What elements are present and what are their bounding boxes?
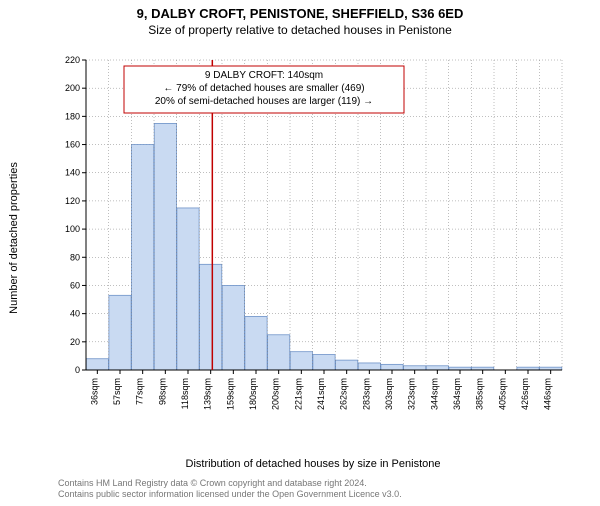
svg-text:385sqm: 385sqm — [475, 378, 485, 410]
svg-text:262sqm: 262sqm — [339, 378, 349, 410]
svg-text:0: 0 — [75, 365, 80, 375]
svg-text:20: 20 — [70, 337, 80, 347]
svg-text:118sqm: 118sqm — [180, 378, 190, 409]
svg-text:221sqm: 221sqm — [293, 378, 303, 410]
svg-text:60: 60 — [70, 280, 80, 290]
svg-text:139sqm: 139sqm — [203, 378, 213, 410]
svg-text:180sqm: 180sqm — [248, 378, 258, 410]
svg-text:344sqm: 344sqm — [429, 378, 439, 410]
svg-text:323sqm: 323sqm — [407, 378, 417, 410]
chart-svg: 0 20 40 60 80 100 120 140 160 180 200 220 36sqm 57sqm… — [58, 54, 568, 424]
svg-text:160: 160 — [65, 140, 80, 150]
svg-text:446sqm: 446sqm — [543, 378, 553, 410]
svg-text:200sqm: 200sqm — [271, 378, 281, 410]
svg-text:9 DALBY CROFT: 140sqm: 9 DALBY CROFT: 140sqm — [205, 70, 323, 81]
svg-text:← 79% of detached houses are s: ← 79% of detached houses are smaller (46… — [163, 83, 364, 94]
chart-footer: Contains HM Land Registry data © Crown c… — [58, 478, 568, 501]
svg-text:405sqm: 405sqm — [497, 378, 507, 410]
svg-text:140: 140 — [65, 168, 80, 178]
svg-text:80: 80 — [70, 252, 80, 262]
svg-text:77sqm: 77sqm — [135, 378, 145, 405]
svg-text:364sqm: 364sqm — [452, 378, 462, 410]
svg-text:98sqm: 98sqm — [157, 378, 167, 405]
svg-text:220: 220 — [65, 55, 80, 65]
svg-text:200: 200 — [65, 83, 80, 93]
footer-line-2: Contains public sector information licen… — [58, 489, 568, 500]
chart-title-sub: Size of property relative to detached ho… — [0, 23, 600, 37]
svg-text:57sqm: 57sqm — [112, 378, 122, 405]
svg-text:426sqm: 426sqm — [520, 378, 530, 410]
x-axis-caption: Distribution of detached houses by size … — [58, 458, 568, 470]
svg-text:36sqm: 36sqm — [89, 378, 99, 405]
svg-text:283sqm: 283sqm — [361, 378, 371, 410]
svg-text:20% of semi-detached houses ar: 20% of semi-detached houses are larger (… — [155, 96, 373, 107]
y-axis-label: Number of detached properties — [8, 148, 20, 328]
svg-text:180: 180 — [65, 111, 80, 121]
chart-title-main: 9, DALBY CROFT, PENISTONE, SHEFFIELD, S3… — [0, 6, 600, 21]
chart-plot: 0 20 40 60 80 100 120 140 160 180 200 220 36sqm 57sqm… — [58, 54, 568, 424]
svg-text:241sqm: 241sqm — [316, 378, 326, 410]
svg-text:159sqm: 159sqm — [225, 378, 235, 410]
svg-text:120: 120 — [65, 196, 80, 206]
svg-text:40: 40 — [70, 309, 80, 319]
svg-text:100: 100 — [65, 224, 80, 234]
svg-text:303sqm: 303sqm — [384, 378, 394, 410]
y-axis-label-wrap: Number of detached properties — [4, 54, 18, 424]
footer-line-1: Contains HM Land Registry data © Crown c… — [58, 478, 568, 489]
